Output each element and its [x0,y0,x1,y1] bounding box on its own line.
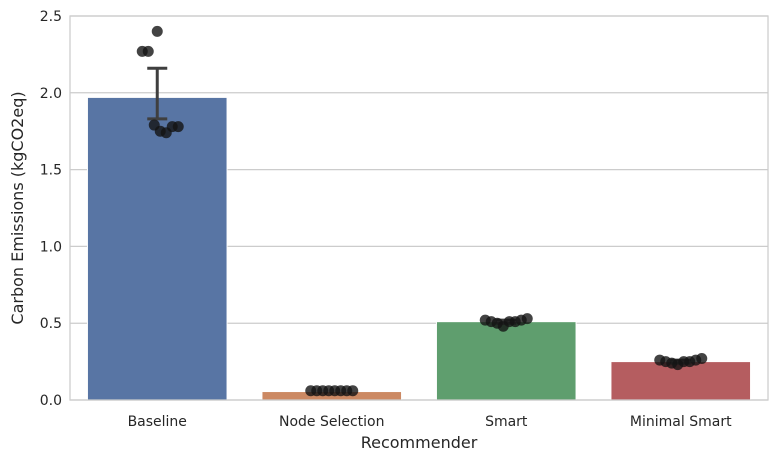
plot-frame [69,15,769,401]
bars [86,96,752,401]
y-tick-label: 2.0 [40,86,62,102]
x-tick-labels: Baseline Node Selection Smart Minimal Smart [128,414,733,430]
data-point [696,353,708,365]
x-tick-label: Baseline [128,414,187,430]
x-tick-label: Minimal Smart [630,414,732,430]
bar-0 [86,96,228,401]
error-bars [147,66,691,365]
bar-2 [435,321,577,401]
y-tick-label: 1.5 [40,163,62,179]
x-tick-label: Node Selection [279,414,385,430]
y-tick-label: 2.5 [40,9,62,25]
y-tick-label: 0.0 [40,393,62,409]
data-points [136,25,708,397]
data-point [172,121,184,133]
data-point [142,45,154,57]
data-point [347,385,359,397]
x-tick-label: Smart [485,414,528,430]
data-point [151,25,163,37]
y-tick-label: 1.0 [40,239,62,255]
y-tick-labels: 0.0 0.5 1.0 1.5 2.0 2.5 [40,9,62,409]
y-tick-label: 0.5 [40,316,62,332]
x-axis-label: Recommender [361,433,478,452]
data-point [521,313,533,325]
y-axis-label: Carbon Emissions (kgCO2eq) [8,91,27,324]
